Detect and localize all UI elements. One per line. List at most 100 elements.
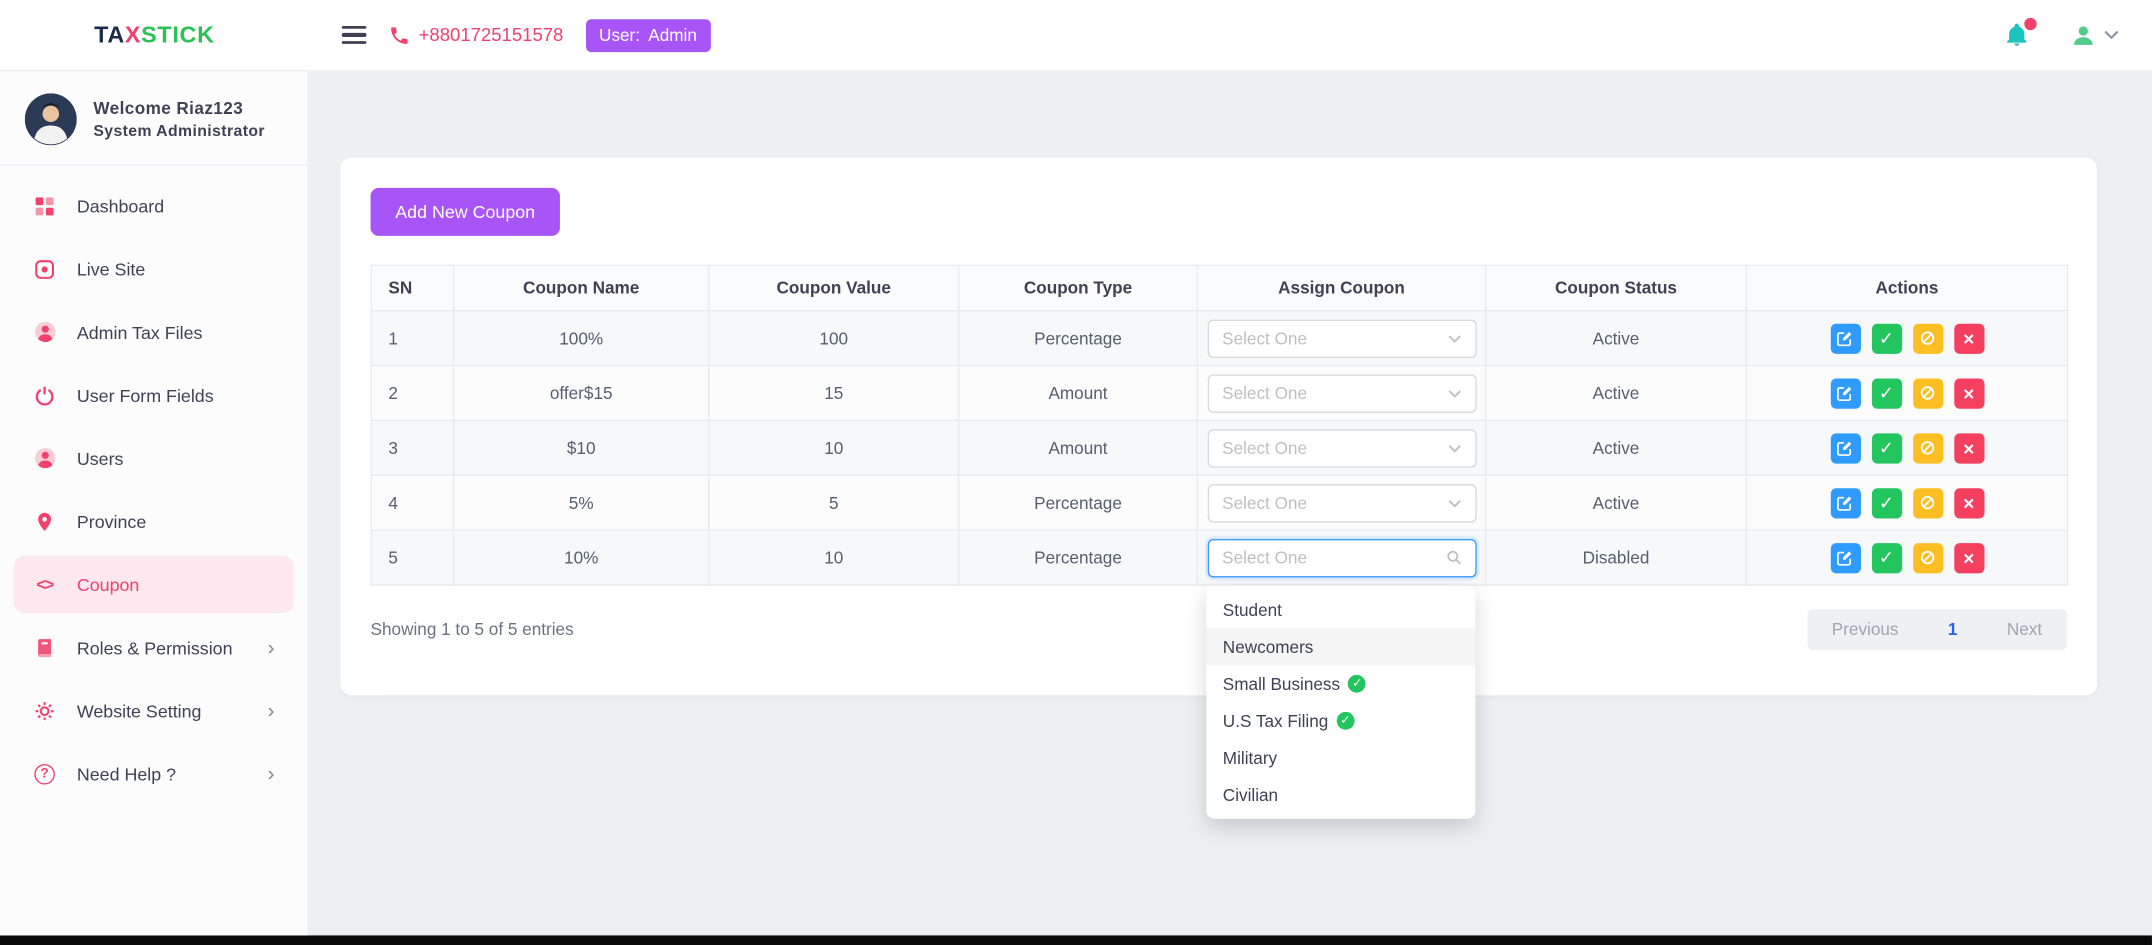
cell-coupon-status: Active [1484,364,1748,422]
user-role-badge: User: Admin [585,18,711,52]
notification-count-badge [2021,15,2040,33]
dropdown-option[interactable]: Military [1222,748,1278,768]
cell-sn: 5 [370,529,455,586]
delete-button[interactable]: × [1953,542,1984,573]
user-circle-icon [33,447,56,469]
disable-button[interactable] [1912,323,1943,354]
edit-button[interactable] [1830,323,1861,354]
brand-logo[interactable]: TA X STICK [94,21,215,48]
map-pin-icon [33,511,56,532]
topbar-main: +8801725151578 User: Admin [309,0,2152,70]
account-menu-button[interactable] [2071,23,2119,48]
edit-button[interactable] [1830,377,1861,409]
user-icon [2071,23,2096,48]
dropdown-option[interactable]: Civilian [1222,785,1279,805]
sidebar-item-province[interactable]: Province [14,492,294,550]
page-1-button[interactable]: 1 [1947,619,1958,640]
cell-actions: ✓ × [1745,419,2069,476]
assign-coupon-select[interactable]: Select One [1207,318,1477,358]
disable-button[interactable] [1912,542,1943,573]
sidebar-nav: Dashboard Live Site Admin Tax Files User… [0,177,307,802]
edit-button[interactable] [1830,542,1861,573]
delete-button[interactable]: × [1953,487,1984,518]
dropdown-option[interactable]: Newcomers [1206,628,1476,666]
chevron-right-icon: › [267,761,275,786]
main-content: Add New Coupon SN Coupon Name Coupon Val… [308,71,2152,936]
cell-assign-coupon: Select One [1196,309,1487,367]
sidebar-item-dashboard[interactable]: Dashboard [14,177,294,235]
delete-button[interactable]: × [1953,432,1984,463]
dropdown-option[interactable]: Student [1222,600,1282,620]
column-header-coupon-value: Coupon Value [708,264,960,312]
previous-page-button[interactable]: Previous [1831,619,1899,640]
profile-summary: Welcome Riaz123 System Administrator [0,88,307,162]
add-new-coupon-button[interactable]: Add New Coupon [370,187,560,236]
cell-coupon-status: Active [1484,419,1748,476]
sidebar-item-admin-tax-files[interactable]: Admin Tax Files [14,303,294,361]
live-site-icon [33,259,56,280]
user-role-text: System Administrator [93,123,265,140]
next-page-button[interactable]: Next [2006,619,2043,640]
showing-entries-text: Showing 1 to 5 of 5 entries [370,619,574,640]
cell-sn: 2 [370,364,455,422]
notifications-button[interactable] [2004,15,2040,48]
sidebar-item-users[interactable]: Users [14,429,294,487]
sidebar-item-roles-permission[interactable]: Roles & Permission › [14,619,294,677]
cell-coupon-value: 10 [708,529,960,586]
sidebar-item-label: Roles & Permission [76,637,233,658]
activate-button[interactable]: ✓ [1871,542,1902,573]
cell-assign-coupon: Select One [1196,364,1487,422]
sidebar-item-coupon[interactable]: <> Coupon [13,555,294,614]
edit-button[interactable] [1830,432,1861,463]
sidebar-item-label: Live Site [76,258,146,280]
dropdown-option[interactable]: Small Business ✓ [1206,665,1475,702]
table-row: 4 5% 5 Percentage Select One Active [370,474,2069,531]
activate-button[interactable]: ✓ [1871,487,1902,518]
book-icon [33,637,56,658]
avatar[interactable] [24,93,77,146]
activate-button[interactable]: ✓ [1871,323,1902,354]
cell-assign-coupon: Select One [1196,529,1487,586]
column-header-assign-coupon: Assign Coupon [1196,264,1487,312]
disable-button[interactable] [1912,377,1943,409]
power-icon [33,385,56,406]
cell-coupon-value: 5 [708,474,960,531]
edit-button[interactable] [1830,487,1861,518]
sidebar-item-need-help[interactable]: ? Need Help ? › [14,745,294,803]
topbar: TA X STICK +8801725151578 User: Admin [0,0,2152,72]
cell-coupon-value: 15 [708,364,960,422]
sidebar-item-live-site[interactable]: Live Site [14,240,294,298]
divider [0,164,308,166]
cell-coupon-name: offer$15 [452,364,710,422]
column-header-coupon-status: Coupon Status [1484,264,1748,312]
assign-coupon-select[interactable]: Select One [1207,483,1477,522]
user-circle-icon [33,321,56,343]
assign-coupon-select[interactable]: Select One [1207,373,1477,413]
assign-coupon-select-open[interactable]: Select One [1207,538,1477,577]
activate-button[interactable]: ✓ [1871,377,1902,409]
sidebar-item-label: Coupon [76,574,140,595]
sidebar-item-label: Users [76,447,124,469]
delete-button[interactable]: × [1953,377,1984,409]
delete-button[interactable]: × [1953,323,1984,354]
dropdown-option[interactable]: U.S Tax Filing ✓ [1206,702,1475,739]
support-phone[interactable]: +8801725151578 [388,24,563,46]
cell-coupon-type: Percentage [957,529,1199,586]
table-row: 5 10% 10 Percentage Select One Disabled [370,529,2069,586]
table-row: 1 100% 100 Percentage Select One Active [370,309,2069,367]
sidebar-item-label: User Form Fields [76,384,214,406]
sidebar-item-user-form-fields[interactable]: User Form Fields [14,366,294,424]
activate-button[interactable]: ✓ [1871,432,1902,463]
hamburger-menu-icon[interactable] [341,25,367,45]
sidebar: Welcome Riaz123 System Administrator Das… [0,71,309,936]
phone-icon [388,24,410,46]
chevron-down-icon [1447,444,1461,452]
assign-coupon-select[interactable]: Select One [1207,428,1477,468]
sidebar-item-website-setting[interactable]: Website Setting › [14,682,294,740]
verified-check-icon: ✓ [1336,711,1355,730]
disable-button[interactable] [1912,432,1943,463]
disable-button[interactable] [1912,487,1943,518]
phone-number: +8801725151578 [418,24,564,46]
footer-bar [0,935,2152,945]
